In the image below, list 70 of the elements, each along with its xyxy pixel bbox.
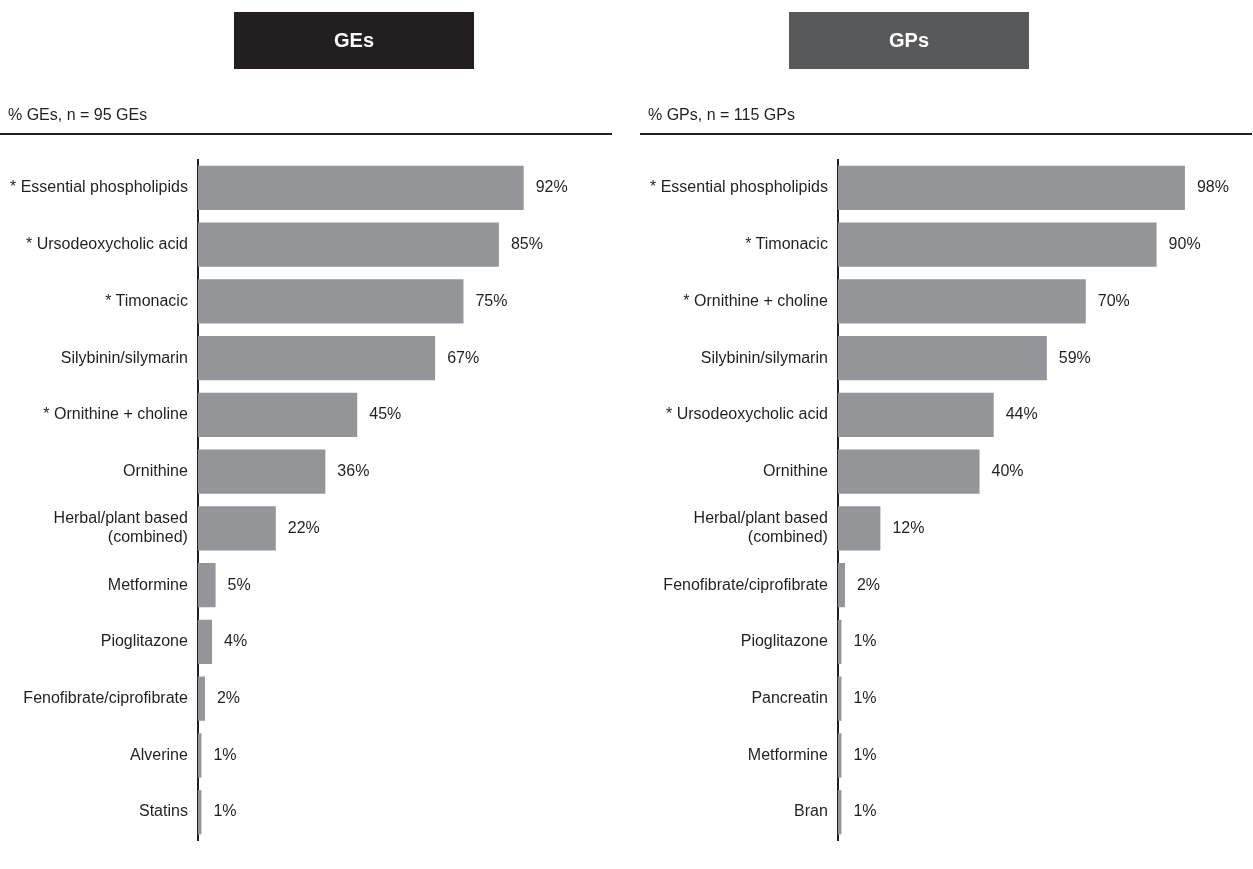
data-label: 1%	[213, 745, 237, 763]
data-label: 2%	[216, 688, 241, 706]
bar	[837, 279, 1086, 324]
y-tick-label: * Essential phospholipids	[650, 178, 828, 196]
data-label: 98%	[1196, 178, 1229, 196]
bar	[197, 676, 205, 721]
bar	[197, 506, 276, 551]
chart-subtitle: % GEs, n = 95 GEs	[8, 106, 148, 124]
data-label: 45%	[369, 405, 402, 423]
data-label: 4%	[224, 632, 248, 650]
data-label: 44%	[1005, 405, 1038, 423]
data-label: 1%	[213, 802, 237, 820]
chart-title: GPs	[789, 12, 1029, 69]
chart-title: GEs	[234, 12, 474, 69]
data-label: 22%	[287, 518, 320, 536]
bar	[837, 336, 1047, 381]
y-tick-label: Pioglitazone	[740, 632, 828, 650]
data-label: 36%	[337, 462, 370, 480]
y-tick-label: Ornithine	[762, 462, 828, 480]
bar	[197, 562, 216, 608]
bar	[197, 222, 499, 267]
data-label: 2%	[856, 575, 881, 593]
y-tick-label: Fenofibrate/ciprofibrate	[663, 575, 828, 593]
y-tick-label: Metformine	[107, 575, 188, 593]
bar	[837, 165, 1185, 211]
bar	[837, 506, 881, 551]
bar	[837, 449, 980, 494]
data-label: 85%	[510, 235, 543, 253]
data-label: 90%	[1168, 235, 1201, 253]
y-tick-label: Statins	[138, 802, 188, 820]
data-label: 70%	[1097, 291, 1130, 309]
data-label: 12%	[892, 518, 925, 536]
data-label: 5%	[227, 575, 251, 593]
bar	[197, 279, 464, 324]
y-tick-label: Alverine	[130, 745, 188, 763]
bar	[197, 392, 358, 438]
y-tick-label: Herbal/plant based (combined)	[53, 509, 188, 546]
chart-subtitle: % GPs, n = 115 GPs	[648, 106, 795, 124]
bar	[197, 449, 326, 494]
y-tick-label: Herbal/plant based (combined)	[693, 509, 828, 546]
y-tick-label: Silybinin/silymarin	[700, 348, 828, 366]
data-label: 1%	[853, 802, 877, 820]
data-label: 1%	[853, 745, 877, 763]
data-label: 1%	[853, 632, 877, 650]
y-tick-label: Bran	[794, 802, 828, 820]
bar	[197, 619, 213, 664]
bar	[197, 336, 436, 381]
bar	[837, 562, 845, 608]
y-tick-label: Silybinin/silymarin	[60, 348, 188, 366]
y-tick-label: * Timonacic	[745, 235, 828, 253]
y-tick-label: * Timonacic	[105, 291, 188, 309]
bar	[837, 392, 994, 438]
bar	[837, 222, 1157, 267]
y-tick-label: * Ornithine + choline	[43, 405, 188, 423]
y-tick-label: * Ornithine + choline	[683, 291, 828, 309]
y-tick-label: Metformine	[747, 745, 828, 763]
y-tick-label: * Ursodeoxycholic acid	[26, 235, 188, 253]
data-label: 92%	[535, 178, 568, 196]
data-label: 67%	[447, 348, 480, 366]
y-tick-label: Pioglitazone	[100, 632, 188, 650]
y-tick-label: Pancreatin	[751, 688, 828, 706]
data-label: 59%	[1058, 348, 1091, 366]
y-tick-label: Ornithine	[122, 462, 188, 480]
data-label: 40%	[991, 462, 1024, 480]
data-label: 75%	[475, 291, 508, 309]
bar	[197, 165, 524, 211]
data-label: 1%	[853, 688, 877, 706]
y-tick-label: * Essential phospholipids	[10, 178, 188, 196]
y-tick-label: * Ursodeoxycholic acid	[666, 405, 828, 423]
y-tick-label: Fenofibrate/ciprofibrate	[23, 688, 188, 706]
